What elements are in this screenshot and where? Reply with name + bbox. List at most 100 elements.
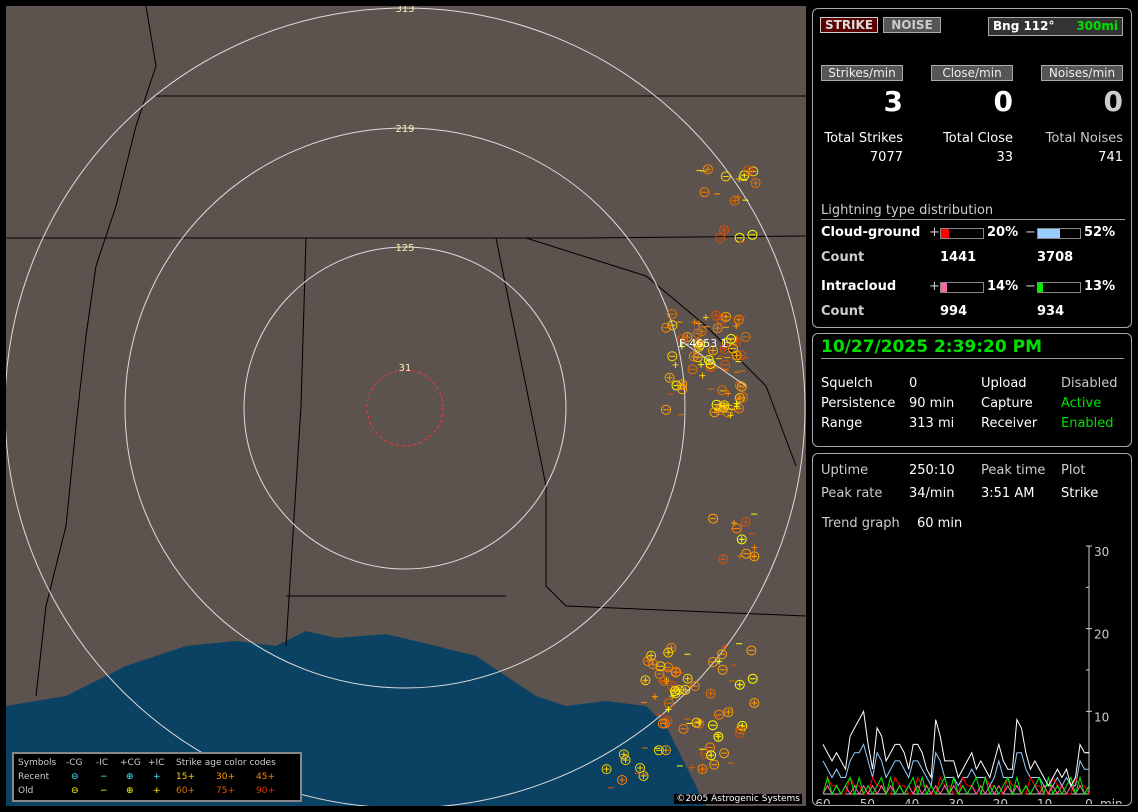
uptime-label: Uptime — [821, 463, 869, 478]
cg-positive-bar — [940, 228, 984, 239]
legend-age-title: Strike age color codes — [176, 758, 276, 768]
strike-symbol — [691, 319, 698, 326]
strike-symbol — [691, 717, 702, 728]
strike-symbol — [671, 380, 682, 391]
plot-mode[interactable]: Strike — [1061, 486, 1099, 501]
x-tick-label: 40 — [904, 797, 919, 804]
total-strikes-label: Total Strikes — [824, 131, 903, 146]
datetime: 10/27/2025 2:39:20 PM — [821, 337, 1124, 359]
strike-symbol — [707, 345, 718, 356]
strike-symbol — [664, 372, 675, 383]
strike-symbol — [743, 165, 754, 176]
strike-button[interactable]: STRIKE — [820, 17, 878, 33]
x-tick-label: 10 — [1037, 797, 1052, 804]
range-rings — [6, 7, 806, 806]
strike-symbol — [601, 764, 612, 775]
cloud-ground-label: Cloud-ground — [821, 225, 921, 240]
ic-plus: + — [929, 279, 940, 294]
noises-per-min-button[interactable]: Noises/min — [1041, 65, 1123, 81]
x-tick-label: 30 — [948, 797, 963, 804]
strike-symbol — [736, 176, 743, 183]
close-per-min-button[interactable]: Close/min — [931, 65, 1013, 81]
range-ring — [124, 127, 686, 689]
strike-symbol — [748, 166, 759, 177]
close-per-min: 0 — [993, 85, 1013, 118]
strike-symbol — [661, 404, 672, 415]
strike-symbol — [688, 351, 699, 362]
strike-symbol — [698, 361, 705, 368]
strike-symbol — [751, 544, 758, 551]
cg-negative-count: 3708 — [1037, 250, 1074, 265]
legend-neg-cg: -CG — [66, 758, 83, 768]
trend-panel: Uptime 250:10 Peak time Plot Peak rate 3… — [812, 453, 1132, 806]
strike-symbol — [713, 731, 724, 742]
trend-graph-label: Trend graph — [822, 516, 900, 531]
strike-symbol — [715, 232, 726, 243]
strike-symbol — [705, 742, 716, 753]
legend-pos-ic: +IC — [148, 758, 165, 768]
strike-symbol — [716, 658, 723, 665]
strike-symbol — [714, 709, 725, 720]
strikes-per-min: 3 — [883, 85, 903, 118]
old-pos-cg-icon: ⊕ — [126, 786, 134, 796]
strike-symbol — [733, 403, 744, 414]
x-tick-label: 50 — [860, 797, 875, 804]
strike-symbol — [696, 320, 703, 327]
strike-symbol — [731, 523, 742, 534]
ic-negative-pct: 13% — [1084, 279, 1116, 294]
ring-label-219: 219 — [395, 124, 414, 135]
strike-symbol — [712, 323, 723, 334]
strike-symbol — [702, 314, 709, 321]
y-tick-label: 30 — [1094, 545, 1109, 559]
strike-symbol — [721, 643, 728, 650]
strike-map[interactable]: F-4653 1 313 219 125 31 Symbols -CG -IC … — [6, 6, 806, 806]
strike-symbol — [687, 364, 698, 375]
plot-label: Plot — [1061, 463, 1086, 478]
age-30: 30+ — [216, 772, 235, 782]
recent-pos-cg-icon: ⊕ — [126, 772, 134, 782]
age-60: 60+ — [176, 786, 195, 796]
strike-symbol — [677, 333, 688, 344]
strike-symbol — [734, 728, 745, 739]
ring-label-313: 313 — [395, 6, 414, 15]
status-key: Persistence — [821, 396, 896, 411]
peak-time-label: Peak time — [981, 463, 1046, 478]
strike-symbol — [663, 698, 674, 709]
strike-symbol — [725, 390, 732, 397]
old-neg-ic-icon: − — [100, 786, 108, 796]
strike-symbol — [708, 656, 719, 667]
strike-symbol — [654, 668, 665, 679]
age-45: 45+ — [256, 772, 275, 782]
trend-line-ic-negative — [822, 775, 1090, 796]
strike-symbol — [750, 178, 761, 189]
strike-symbol — [699, 187, 710, 198]
y-tick-label: 10 — [1094, 710, 1109, 724]
strikes-per-min-button[interactable]: Strikes/min — [821, 65, 903, 81]
x-tick-label: 60 — [815, 797, 830, 804]
strike-symbol — [717, 649, 728, 660]
strike-symbol — [655, 661, 666, 672]
noise-button[interactable]: NOISE — [883, 17, 941, 33]
strike-symbol — [720, 359, 731, 370]
x-unit: min — [1100, 797, 1123, 804]
cell-label[interactable]: F-4653 1 — [679, 337, 728, 350]
legend-recent: Recent — [18, 772, 50, 782]
strike-symbol — [733, 314, 744, 325]
status-key: Upload — [981, 376, 1027, 391]
strike-symbol — [749, 697, 760, 708]
strike-symbol — [719, 343, 730, 354]
strike-symbol — [665, 706, 672, 713]
trend-line-cg-positive — [822, 776, 1090, 795]
status-key: Receiver — [981, 416, 1038, 431]
map-canvas[interactable]: F-4653 1 313 219 125 31 — [6, 6, 806, 806]
status-value: 90 min — [909, 396, 955, 411]
uptime: 250:10 — [909, 463, 955, 478]
total-noises-label: Total Noises — [1045, 131, 1123, 146]
ic-minus: − — [1025, 279, 1036, 294]
strike-symbol — [693, 338, 704, 349]
strike-symbol — [651, 693, 658, 700]
bearing-display: Bng 112° 300mi — [988, 17, 1123, 36]
ic-positive-count: 994 — [940, 304, 968, 319]
strike-symbol — [747, 673, 758, 684]
strike-symbol — [667, 351, 678, 362]
